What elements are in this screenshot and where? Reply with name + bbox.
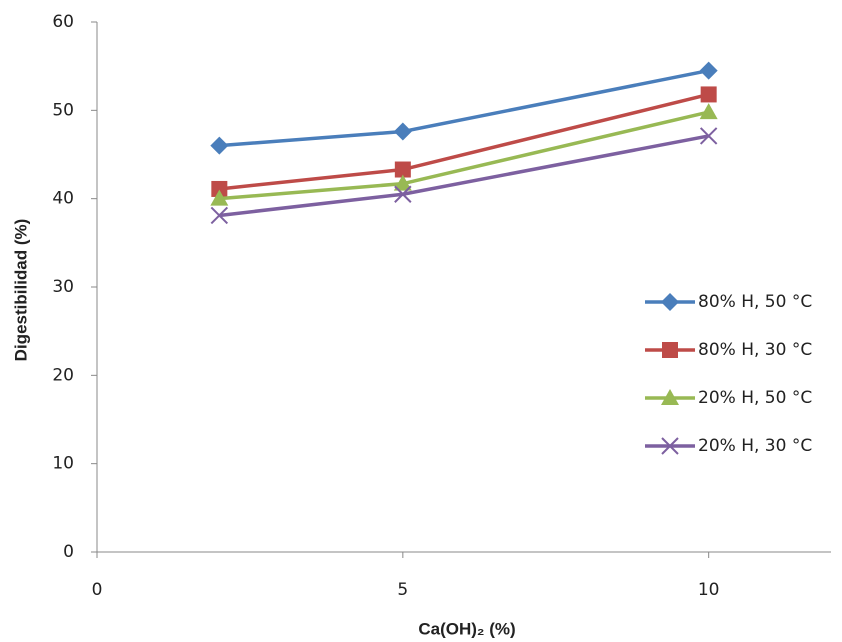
data-point: [393, 174, 412, 191]
data-point: [394, 185, 412, 203]
data-point: [210, 136, 229, 155]
legend-label: 80% H, 50 °C: [698, 292, 812, 312]
series-line: [219, 134, 709, 218]
data-point: [393, 122, 412, 141]
data-point: [700, 86, 717, 103]
x-axis-title: Ca(OH)₂ (%): [418, 619, 515, 638]
data-point: [699, 127, 718, 145]
legend-marker: [662, 342, 678, 358]
data-point: [210, 189, 229, 206]
legend-marker: [661, 389, 679, 405]
data-point: [211, 180, 228, 197]
y-axis-title: Digestibilidad (%): [11, 219, 30, 362]
y-tick-label: 30: [52, 277, 74, 297]
legend-label: 20% H, 50 °C: [698, 388, 812, 408]
y-tick-label: 50: [52, 100, 74, 120]
series-line: [219, 68, 710, 148]
data-point: [699, 103, 718, 120]
y-tick-label: 60: [52, 12, 74, 32]
y-tick-label: 0: [63, 542, 74, 562]
data-point: [210, 206, 229, 225]
x-tick-label: 5: [397, 580, 408, 600]
legend-marker: [661, 293, 679, 311]
legend-label: 80% H, 30 °C: [698, 340, 812, 360]
x-tick-label: 10: [698, 580, 720, 600]
y-tick-label: 20: [52, 365, 74, 385]
data-point: [699, 61, 718, 80]
legend-label: 20% H, 30 °C: [698, 436, 812, 456]
y-tick-label: 40: [52, 189, 74, 209]
y-tick-label: 10: [52, 454, 74, 474]
data-point: [394, 161, 411, 178]
x-tick-label: 0: [92, 580, 103, 600]
legend-marker: [661, 437, 679, 455]
